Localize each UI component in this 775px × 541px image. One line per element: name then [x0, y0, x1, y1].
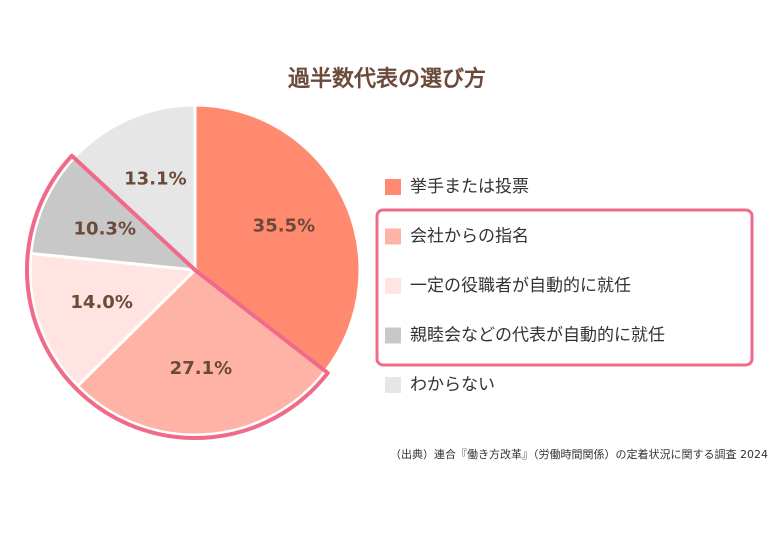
legend-label: 会社からの指名 [410, 227, 529, 247]
data-label: 10.3% [74, 218, 136, 239]
pie-slice [28, 251, 199, 389]
legend-swatch [385, 327, 401, 344]
data-label: 27.1% [170, 358, 232, 379]
pie-slice [193, 103, 362, 374]
legend-label: わからない [410, 375, 495, 395]
legend-swatch [385, 228, 401, 245]
data-label: 14.0% [70, 292, 132, 313]
highlight-outline [25, 153, 330, 440]
chart-title: 過半数代表の選び方 [288, 66, 486, 92]
pie-slice [71, 103, 197, 274]
legend-label: 一定の役職者が自動的に就任 [410, 276, 631, 296]
legend-highlight [375, 208, 754, 367]
source-note: （出典）連合『働き方改革』（労働時間関係）の定着状況に関する調査 2024 [390, 447, 768, 461]
legend-swatch [385, 278, 401, 294]
legend-label: 親睦会などの代表が自動的に就任 [410, 326, 665, 346]
legend-label: 挙手または投票 [410, 177, 529, 197]
data-label: 13.1% [124, 168, 186, 189]
pie-slice [29, 155, 200, 272]
data-label: 35.5% [253, 215, 315, 236]
legend-swatch [385, 179, 401, 195]
pie-slice [75, 268, 328, 437]
legend-swatch [385, 377, 401, 393]
